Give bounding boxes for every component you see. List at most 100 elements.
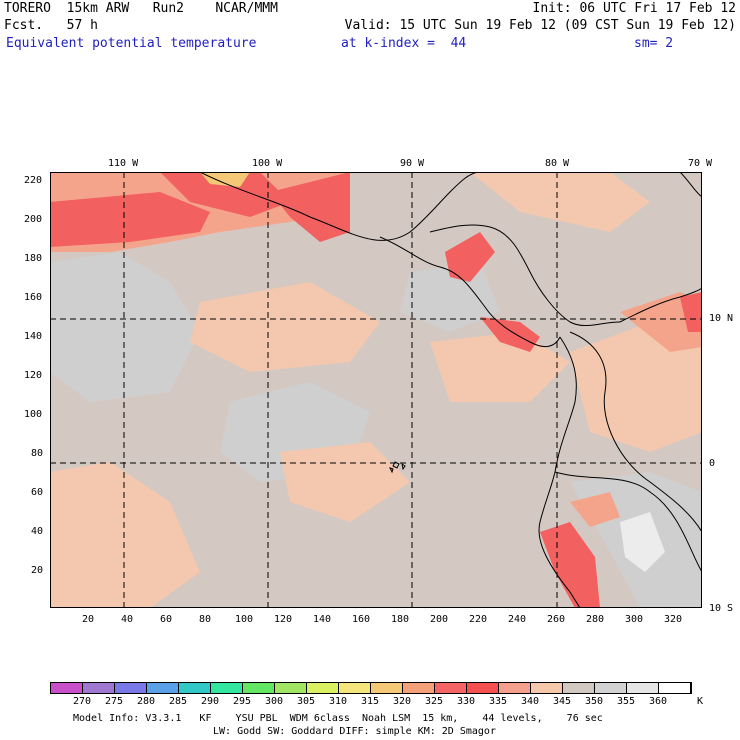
orange-patch [570,492,620,527]
colorbar-segment [211,683,243,693]
y-tick-label: 180 [24,253,43,264]
colorbar-label: 325 [424,696,444,707]
y-tick-label: 220 [24,175,43,186]
lat-label: 10 S [709,603,734,614]
lon-label: 100 W [252,158,283,169]
colorbar-label: 300 [264,696,284,707]
lat-label: 10 N [709,313,734,324]
x-tick-label: 140 [313,614,332,625]
salmon-patch [280,442,410,522]
colorbar-label: 270 [72,696,92,707]
red-patch [680,292,702,332]
x-tick-label: 40 [121,614,134,625]
colorbar-segment [371,683,403,693]
y-tick-label: 100 [24,409,43,420]
red-patch [160,172,290,217]
colorbar-segment [531,683,563,693]
x-tick-label: 260 [547,614,566,625]
x-tick-label: 320 [664,614,683,625]
gray-patch [400,262,500,332]
x-tick-label: 80 [199,614,212,625]
smoothing-info: sm= 2 [634,36,674,51]
colorbar-segment [499,683,531,693]
x-tick-label: 220 [469,614,488,625]
x-tick-label: 300 [625,614,644,625]
y-tick-label: 140 [24,331,43,342]
salmon-patch [50,462,200,608]
cuba-coast [679,172,702,198]
lon-label: 80 W [545,158,570,169]
colorbar-segment [275,683,307,693]
coastlines [199,172,702,608]
red-patch [480,317,540,352]
x-tick-label: 200 [430,614,449,625]
central-america-caribbean-coast [429,224,621,327]
central-america-pacific-coast [379,236,561,348]
salmon-patch [190,282,380,372]
x-tick-label: 60 [160,614,173,625]
colorbar-segment [243,683,275,693]
border-line [554,471,702,573]
red-patch [50,192,210,247]
colorbar-segment [179,683,211,693]
orange-patch [620,292,702,352]
x-tick-label: 280 [586,614,605,625]
y-tick-label: 20 [31,565,44,576]
red-patch [540,522,600,608]
red-patch [445,232,495,282]
x-tick-label: 20 [82,614,95,625]
x-tick-label: 180 [391,614,410,625]
colorbar-segment [659,683,691,693]
lat-label: 0 [709,458,716,469]
physics-info: LW: Godd SW: Goddard DIFF: simple KM: 2D… [213,726,496,737]
level-info: at k-index = 44 [341,36,467,51]
y-tick-label: 120 [24,370,43,381]
colorbar-label: 335 [488,696,508,707]
colorbar-label: 345 [552,696,572,707]
light-patch [620,512,665,572]
colorbar-label: 275 [104,696,124,707]
colorbar-unit: K [697,696,704,707]
colorbar [50,682,692,694]
x-tick-label: 120 [274,614,293,625]
colorbar-segment [563,683,595,693]
colorbar-segment [339,683,371,693]
y-tick-label: 200 [24,214,43,225]
colorbar-segment [83,683,115,693]
valid-time: Valid: 15 UTC Sun 19 Feb 12 (09 CST Sun … [344,18,736,33]
colorbar-label: 340 [520,696,540,707]
colorbar-label: 330 [456,696,476,707]
colorbar-label: 350 [584,696,604,707]
colorbar-label: 310 [328,696,348,707]
y-tick-label: 80 [31,448,44,459]
init-time: Init: 06 UTC Fri 17 Feb 12 [532,1,737,16]
graticule [50,172,702,608]
colorbar-segment [307,683,339,693]
x-tick-label: 240 [508,614,527,625]
colorbar-label: 305 [296,696,316,707]
field-name: Equivalent potential temperature [6,36,257,51]
theta-e-map [50,172,702,608]
yellow-patch [200,172,250,187]
forecast-hour: Fcst. 57 h [4,18,98,33]
colorbar-label: 315 [360,696,380,707]
colorbar-label: 295 [232,696,252,707]
colorbar-label: 280 [136,696,156,707]
galapagos-islands [389,461,406,474]
y-tick-label: 160 [24,292,43,303]
salmon-patch [470,172,650,232]
lon-label: 110 W [108,158,139,169]
border-line [569,331,702,533]
colorbar-label: 355 [616,696,636,707]
colorbar-segment [435,683,467,693]
colorbar-label: 320 [392,696,412,707]
colorbar-segment [595,683,627,693]
x-tick-label: 100 [235,614,254,625]
lon-label: 70 W [688,158,713,169]
colorbar-segment [147,683,179,693]
colorbar-segment [467,683,499,693]
colorbar-segment [115,683,147,693]
model-title: TORERO 15km ARW Run2 NCAR/MMM [4,1,278,16]
colorbar-label: 290 [200,696,220,707]
colorbar-label: 285 [168,696,188,707]
